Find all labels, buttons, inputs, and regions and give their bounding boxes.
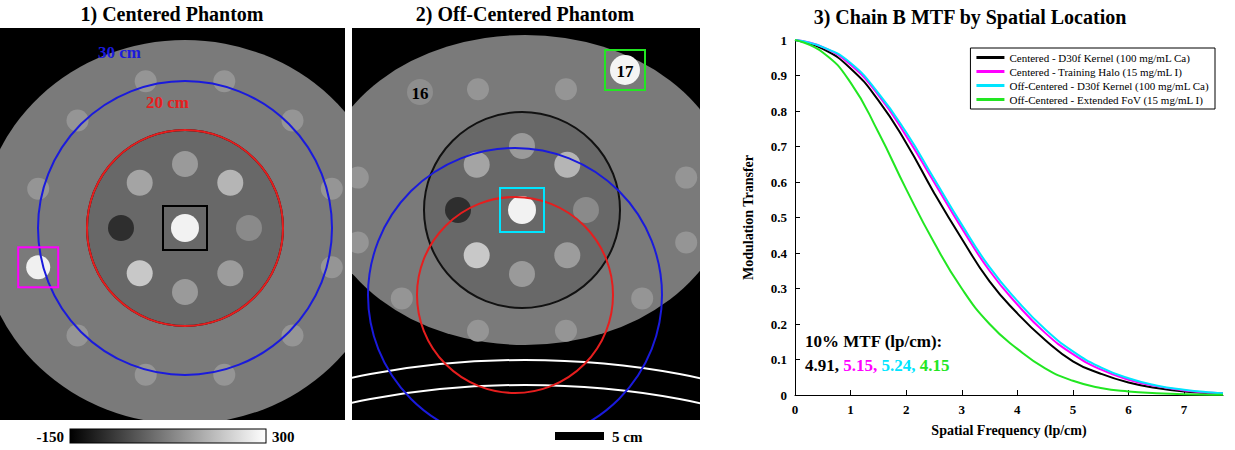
svg-text:Spatial Frequency (lp/cm): Spatial Frequency (lp/cm) bbox=[931, 423, 1087, 439]
svg-text:20 cm: 20 cm bbox=[146, 93, 189, 112]
svg-text:1: 1 bbox=[847, 402, 854, 417]
svg-text:16: 16 bbox=[412, 84, 429, 103]
svg-text:0.9: 0.9 bbox=[771, 68, 788, 83]
svg-text:2: 2 bbox=[903, 402, 910, 417]
svg-text:0: 0 bbox=[781, 388, 788, 403]
svg-text:4.91,: 4.91, bbox=[805, 356, 839, 375]
svg-text:Off-Centered - D30f Kernel (10: Off-Centered - D30f Kernel (100 mg/mL Ca… bbox=[1009, 80, 1208, 93]
svg-text:0: 0 bbox=[792, 402, 799, 417]
svg-text:6: 6 bbox=[1125, 402, 1132, 417]
svg-text:2) Off-Centered Phantom: 2) Off-Centered Phantom bbox=[416, 3, 635, 26]
svg-text:0.8: 0.8 bbox=[771, 104, 788, 119]
svg-text:5: 5 bbox=[1070, 402, 1077, 417]
svg-text:1: 1 bbox=[781, 33, 788, 48]
svg-text:300: 300 bbox=[272, 429, 295, 445]
svg-text:17: 17 bbox=[617, 62, 635, 81]
svg-text:10% MTF (lp/cm):: 10% MTF (lp/cm): bbox=[805, 332, 942, 351]
svg-text:0.6: 0.6 bbox=[771, 175, 788, 190]
svg-text:0.5: 0.5 bbox=[771, 210, 788, 225]
svg-text:0.4: 0.4 bbox=[771, 246, 788, 261]
svg-text:0.1: 0.1 bbox=[771, 352, 787, 367]
svg-text:3) Chain B MTF by Spatial Loca: 3) Chain B MTF by Spatial Location bbox=[814, 6, 1127, 29]
svg-text:Modulation Transfer: Modulation Transfer bbox=[741, 155, 756, 280]
svg-text:4: 4 bbox=[1014, 402, 1021, 417]
svg-text:3: 3 bbox=[959, 402, 966, 417]
svg-text:5 cm: 5 cm bbox=[612, 429, 643, 445]
svg-text:Centered - Training Halo (15 m: Centered - Training Halo (15 mg/mL I) bbox=[1009, 66, 1182, 79]
svg-text:0.3: 0.3 bbox=[771, 281, 788, 296]
svg-text:0.7: 0.7 bbox=[771, 139, 788, 154]
svg-text:1) Centered Phantom: 1) Centered Phantom bbox=[81, 3, 264, 26]
svg-text:5.15,: 5.15, bbox=[843, 356, 877, 375]
svg-text:0.2: 0.2 bbox=[771, 317, 787, 332]
svg-text:5.24,: 5.24, bbox=[882, 356, 916, 375]
svg-text:Centered - D30f Kernel (100 mg: Centered - D30f Kernel (100 mg/mL Ca) bbox=[1009, 52, 1190, 65]
svg-text:7: 7 bbox=[1181, 402, 1188, 417]
svg-text:4.15: 4.15 bbox=[920, 356, 950, 375]
svg-text:30 cm: 30 cm bbox=[98, 43, 141, 62]
svg-text:-150: -150 bbox=[37, 429, 65, 445]
svg-text:Off-Centered - Extended FoV (1: Off-Centered - Extended FoV (15 mg/mL I) bbox=[1009, 94, 1203, 107]
